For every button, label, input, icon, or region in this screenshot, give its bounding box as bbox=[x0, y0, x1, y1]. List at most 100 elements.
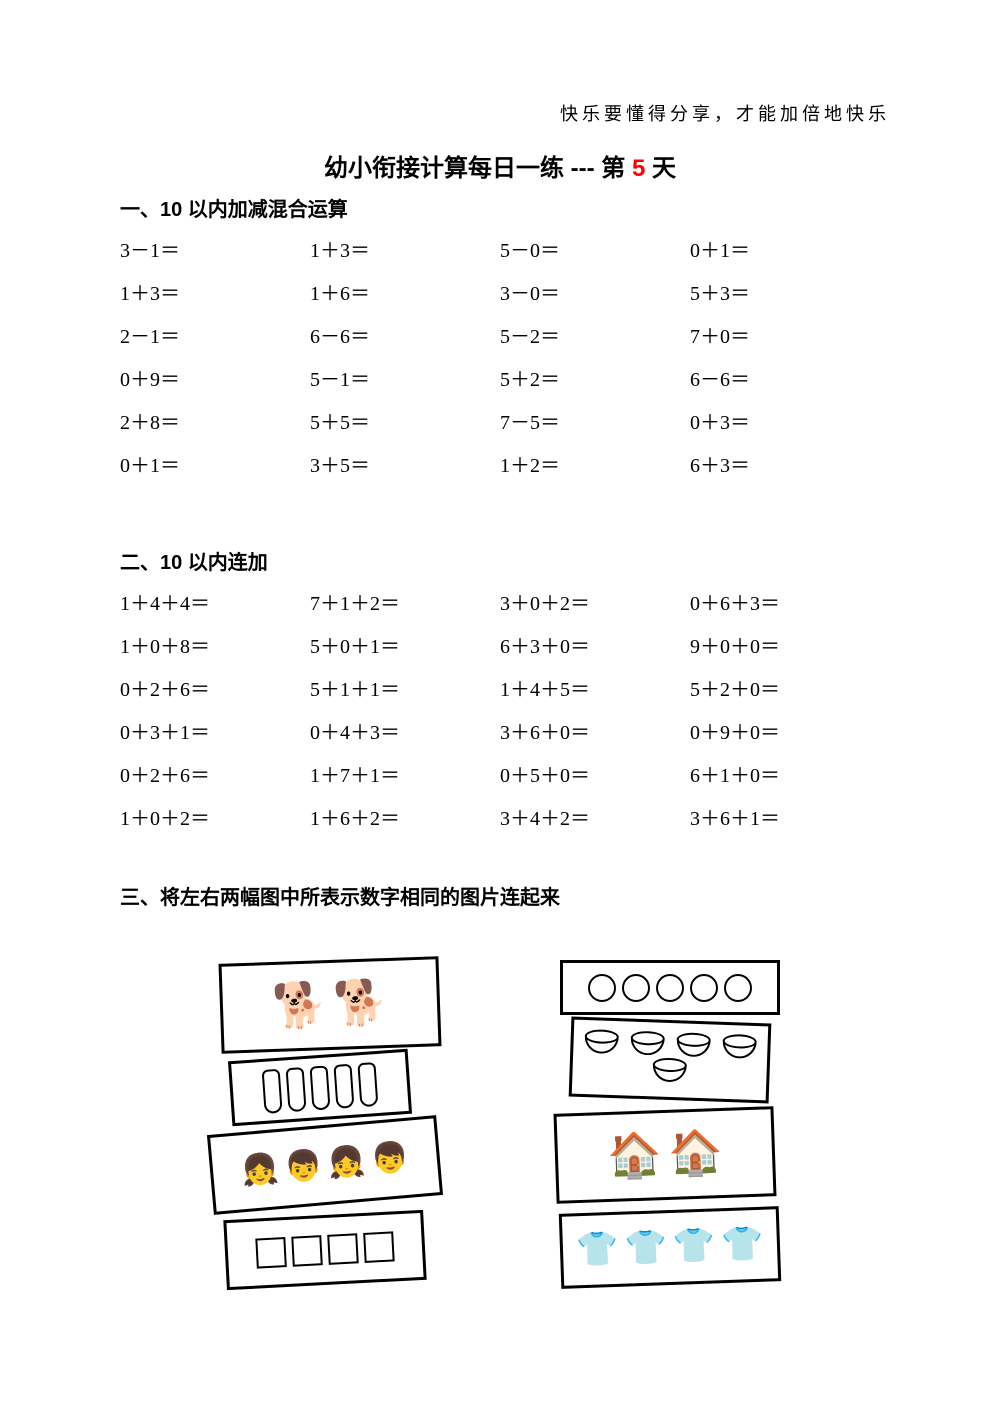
problem-cell: 0＋5＋0＝ bbox=[500, 759, 690, 788]
problem-cell: 9＋0＋0＝ bbox=[690, 630, 880, 659]
problem-cell: 6＋3＝ bbox=[690, 449, 880, 478]
problem-cell: 2＋8＝ bbox=[120, 406, 310, 435]
circle-icon bbox=[724, 974, 752, 1002]
title-suffix: 天 bbox=[645, 155, 676, 182]
square-icon bbox=[255, 1237, 287, 1269]
problem-cell: 3－1＝ bbox=[120, 234, 310, 263]
problem-cell: 7＋0＝ bbox=[690, 320, 880, 349]
section2-grid: 1＋4＋4＝7＋1＋2＝3＋0＋2＝0＋6＋3＝ 1＋0＋8＝5＋0＋1＝6＋3＋… bbox=[120, 587, 880, 831]
dog-icon: 🐕 bbox=[271, 983, 327, 1029]
problem-cell: 1＋3＝ bbox=[120, 277, 310, 306]
problem-cell: 6＋1＋0＝ bbox=[690, 759, 880, 788]
square-icon bbox=[327, 1233, 359, 1265]
problem-cell: 5＋1＋1＝ bbox=[310, 673, 500, 702]
problem-cell: 5－2＝ bbox=[500, 320, 690, 349]
card-circles bbox=[560, 960, 780, 1015]
problem-cell: 0＋9＋0＝ bbox=[690, 716, 880, 745]
shirt-icon: 👕 bbox=[624, 1231, 668, 1266]
problem-cell: 0＋3＋1＝ bbox=[120, 716, 310, 745]
problem-cell: 1＋0＋8＝ bbox=[120, 630, 310, 659]
card-pins bbox=[228, 1049, 412, 1126]
problem-cell: 5＋3＝ bbox=[690, 277, 880, 306]
problem-cell: 1＋4＋5＝ bbox=[500, 673, 690, 702]
circle-icon bbox=[622, 974, 650, 1002]
problem-cell: 0＋1＝ bbox=[690, 234, 880, 263]
section3-header: 三、将左右两幅图中所表示数字相同的图片连起来 bbox=[120, 881, 880, 910]
shirt-icon: 👕 bbox=[672, 1229, 716, 1264]
right-image-stack: 🏠 🏠 👕 👕 👕 👕 bbox=[540, 960, 800, 1300]
card-houses: 🏠 🏠 bbox=[553, 1106, 776, 1204]
house-icon: 🏠 bbox=[667, 1131, 723, 1177]
card-bowls bbox=[569, 1017, 772, 1104]
circle-icon bbox=[588, 974, 616, 1002]
card-shirts: 👕 👕 👕 👕 bbox=[559, 1206, 781, 1289]
section2-header: 二、10 以内连加 bbox=[120, 546, 880, 575]
bowl-icon bbox=[676, 1038, 711, 1057]
problem-cell: 7＋1＋2＝ bbox=[310, 587, 500, 616]
problem-cell: 6＋3＋0＝ bbox=[500, 630, 690, 659]
kid-icon: 👧 bbox=[327, 1147, 367, 1180]
problem-cell: 3＋4＋2＝ bbox=[500, 802, 690, 831]
problem-cell: 6－6＝ bbox=[690, 363, 880, 392]
problem-cell: 1＋6＝ bbox=[310, 277, 500, 306]
problem-cell: 3＋5＝ bbox=[310, 449, 500, 478]
motto-text: 快乐要懂得分享，才能加倍地快乐 bbox=[120, 100, 890, 126]
problem-cell: 0＋4＋3＝ bbox=[310, 716, 500, 745]
problem-cell: 0＋1＝ bbox=[120, 449, 310, 478]
problem-cell: 0＋2＋6＝ bbox=[120, 673, 310, 702]
problem-cell: 6－6＝ bbox=[310, 320, 500, 349]
shirt-icon: 👕 bbox=[721, 1227, 765, 1262]
pin-icon bbox=[262, 1068, 283, 1113]
circle-icon bbox=[690, 974, 718, 1002]
bowl-icon bbox=[652, 1063, 687, 1082]
square-icon bbox=[363, 1231, 395, 1263]
problem-cell: 5＋5＝ bbox=[310, 406, 500, 435]
kid-icon: 👦 bbox=[283, 1150, 323, 1183]
card-dogs: 🐕 🐕 bbox=[218, 956, 441, 1054]
problem-cell: 0＋6＋3＝ bbox=[690, 587, 880, 616]
problem-cell: 5－1＝ bbox=[310, 363, 500, 392]
section1-grid: 3－1＝1＋3＝5－0＝0＋1＝1＋3＝1＋6＝3－0＝5＋3＝2－1＝6－6＝… bbox=[120, 234, 880, 478]
bowl-icon bbox=[722, 1040, 757, 1059]
problem-cell: 3－0＝ bbox=[500, 277, 690, 306]
problem-cell: 1＋2＝ bbox=[500, 449, 690, 478]
bowl-icon bbox=[630, 1037, 665, 1056]
problem-cell: 3＋0＋2＝ bbox=[500, 587, 690, 616]
card-kids: 👧 👦 👧 👦 bbox=[207, 1115, 443, 1215]
card-squares bbox=[223, 1210, 426, 1290]
house-icon: 🏠 bbox=[606, 1133, 662, 1179]
problem-cell: 5＋2＝ bbox=[500, 363, 690, 392]
problem-cell: 0＋3＝ bbox=[690, 406, 880, 435]
problem-cell: 3＋6＋1＝ bbox=[690, 802, 880, 831]
kid-icon: 👧 bbox=[240, 1154, 280, 1187]
left-image-stack: 🐕 🐕 👧 👦 👧 👦 bbox=[200, 960, 460, 1300]
pin-icon bbox=[286, 1067, 307, 1112]
pin-icon bbox=[309, 1065, 330, 1110]
problem-cell: 2－1＝ bbox=[120, 320, 310, 349]
square-icon bbox=[291, 1235, 323, 1267]
title-prefix: 幼小衔接计算每日一练 --- 第 bbox=[324, 155, 632, 182]
problem-cell: 1＋0＋2＝ bbox=[120, 802, 310, 831]
section1-header: 一、10 以内加减混合运算 bbox=[120, 193, 880, 222]
problem-cell: 0＋2＋6＝ bbox=[120, 759, 310, 788]
problem-cell: 1＋7＋1＝ bbox=[310, 759, 500, 788]
shirt-icon: 👕 bbox=[576, 1232, 620, 1267]
title-daynum: 5 bbox=[632, 155, 645, 182]
problem-cell: 1＋3＝ bbox=[310, 234, 500, 263]
problem-cell: 3＋6＋0＝ bbox=[500, 716, 690, 745]
problem-cell: 5－0＝ bbox=[500, 234, 690, 263]
problem-cell: 7－5＝ bbox=[500, 406, 690, 435]
page-title: 幼小衔接计算每日一练 --- 第 5 天 bbox=[120, 148, 880, 183]
problem-cell: 5＋2＋0＝ bbox=[690, 673, 880, 702]
pin-icon bbox=[333, 1063, 354, 1108]
problem-cell: 1＋4＋4＝ bbox=[120, 587, 310, 616]
bowl-icon bbox=[584, 1035, 619, 1054]
problem-cell: 1＋6＋2＝ bbox=[310, 802, 500, 831]
problem-cell: 5＋0＋1＝ bbox=[310, 630, 500, 659]
problem-cell: 0＋9＝ bbox=[120, 363, 310, 392]
dog-icon: 🐕 bbox=[332, 981, 388, 1027]
matching-images: 🐕 🐕 👧 👦 👧 👦 bbox=[120, 960, 880, 1300]
kid-icon: 👦 bbox=[370, 1143, 410, 1176]
circle-icon bbox=[656, 974, 684, 1002]
pin-icon bbox=[357, 1062, 378, 1107]
